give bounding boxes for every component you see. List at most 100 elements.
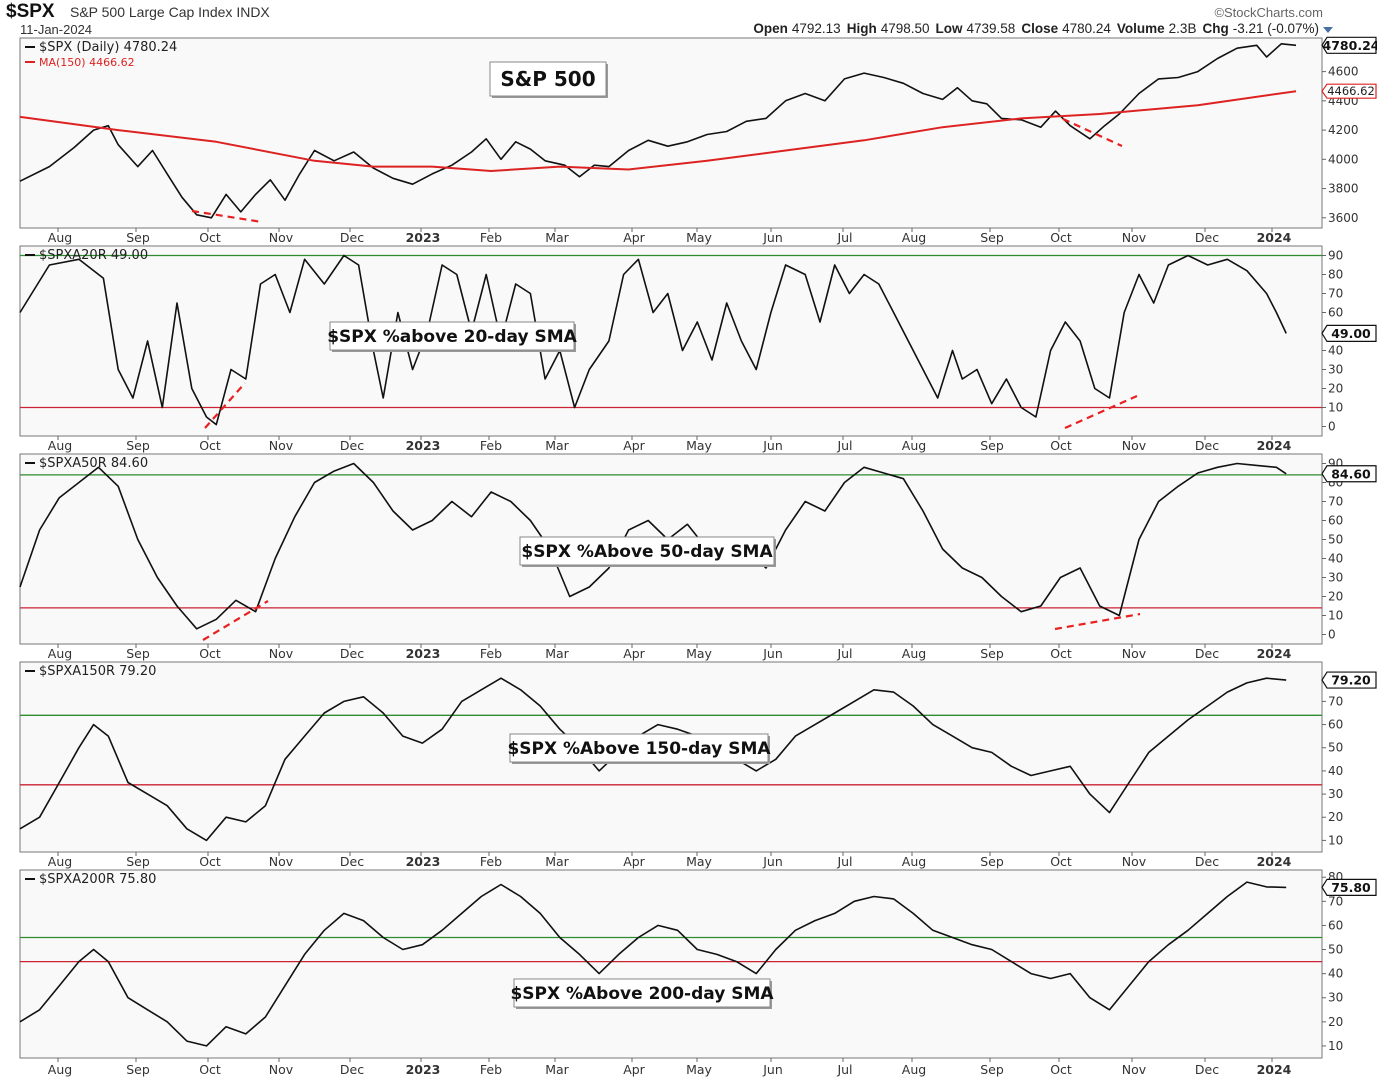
y-tick-label: 4600 <box>1328 65 1359 79</box>
y-tick-label: 30 <box>1328 787 1343 801</box>
ohlc-label-low: Low <box>935 21 963 36</box>
series-line <box>19 677 1287 842</box>
index-name: S&P 500 Large Cap Index INDX <box>70 4 270 20</box>
y-tick-label: 10 <box>1328 1039 1343 1053</box>
x-tick-label: Feb <box>480 1062 502 1077</box>
x-tick-label: Dec <box>1195 1062 1219 1077</box>
x-tick-label: Sep <box>126 438 150 453</box>
x-tick-label: Jul <box>836 438 852 453</box>
x-tick-label: Jul <box>836 230 852 245</box>
x-tick-label: 2023 <box>406 230 441 245</box>
ohlc-value-chg: -3.21 (-0.07%) <box>1232 21 1319 36</box>
x-tick-label: Aug <box>902 1062 926 1077</box>
x-tick-label: Oct <box>1050 1062 1072 1077</box>
x-tick-label: May <box>686 438 712 453</box>
x-tick-label: Oct <box>199 230 221 245</box>
x-tick-label: Sep <box>126 1062 150 1077</box>
y-tick-label: 90 <box>1328 249 1343 263</box>
x-tick-label: Dec <box>1195 230 1219 245</box>
chg-dropdown-icon[interactable] <box>1323 27 1333 33</box>
ohlc-label-volume: Volume <box>1116 21 1165 36</box>
ohlc-value-high: 4798.50 <box>880 21 930 36</box>
legend-entry: $SPXA150R 79.20 <box>39 664 156 679</box>
y-tick-label: 4000 <box>1328 152 1359 166</box>
ma150-line <box>19 90 1297 172</box>
series-line <box>19 254 1287 426</box>
x-tick-label: Mar <box>545 1062 569 1077</box>
x-tick-label: Mar <box>545 646 569 661</box>
trend-annotation-line <box>1054 612 1141 631</box>
y-tick-label: 30 <box>1328 571 1343 585</box>
ohlc-label-chg: Chg <box>1202 21 1229 36</box>
y-tick-label: 3800 <box>1328 182 1359 196</box>
y-tick-label: 60 <box>1328 514 1343 528</box>
x-tick-label: Dec <box>340 646 364 661</box>
trend-annotation-line <box>202 600 269 641</box>
x-tick-label: Dec <box>340 854 364 869</box>
y-tick-label: 50 <box>1328 943 1343 957</box>
last-value-label: 4780.24 <box>1323 38 1377 53</box>
last-value-box <box>1321 324 1377 342</box>
y-tick-label: 20 <box>1328 382 1343 396</box>
brand-watermark: ©StockCharts.com <box>1214 5 1323 20</box>
ohlc-label-close: Close <box>1021 21 1059 36</box>
x-tick-label: Oct <box>199 854 221 869</box>
x-tick-label: Dec <box>1195 854 1219 869</box>
annotation-label: $SPX %above 20-day SMA <box>327 327 577 347</box>
index-name-text: S&P 500 Large Cap Index <box>70 4 233 20</box>
y-tick-label: 70 <box>1328 287 1343 301</box>
last-value-box <box>1321 878 1377 896</box>
x-tick-label: Dec <box>1195 438 1219 453</box>
x-tick-label: Feb <box>480 854 502 869</box>
y-tick-label: 10 <box>1328 401 1343 415</box>
x-tick-label: Nov <box>1122 646 1147 661</box>
x-tick-label: Apr <box>623 646 645 661</box>
trend-annotation-line <box>1064 394 1138 430</box>
ohlc-label-high: High <box>846 21 877 36</box>
annotation-box <box>509 733 769 763</box>
y-tick-label: 20 <box>1328 810 1343 824</box>
x-tick-label: Oct <box>1050 646 1072 661</box>
x-tick-label: Apr <box>623 1062 645 1077</box>
x-tick-label: Jun <box>762 230 783 245</box>
x-tick-label: Oct <box>199 646 221 661</box>
x-tick-label: Apr <box>623 854 645 869</box>
y-tick-label: 0 <box>1328 420 1336 434</box>
ohlc-value-open: 4792.13 <box>791 21 841 36</box>
x-tick-label: Nov <box>269 854 294 869</box>
x-tick-label: Jul <box>836 646 852 661</box>
x-tick-label: Jun <box>762 646 783 661</box>
legend-entry: $SPXA20R 49.00 <box>39 248 148 263</box>
x-tick-label: Jun <box>762 1062 783 1077</box>
y-tick-label: 30 <box>1328 991 1343 1005</box>
x-tick-label: Oct <box>199 438 221 453</box>
x-tick-label: May <box>686 230 712 245</box>
x-tick-label: Apr <box>623 438 645 453</box>
y-tick-label: 4200 <box>1328 123 1359 137</box>
ma-value-label: 4466.62 <box>1327 84 1375 98</box>
y-tick-label: 40 <box>1328 764 1343 778</box>
x-tick-label: Nov <box>1122 438 1147 453</box>
series-line <box>19 42 1297 219</box>
y-tick-label: 70 <box>1328 495 1343 509</box>
x-tick-label: Aug <box>902 230 926 245</box>
panel-frame <box>19 869 1323 1059</box>
x-tick-label: Aug <box>48 438 72 453</box>
x-tick-label: 2024 <box>1257 854 1292 869</box>
x-tick-label: May <box>686 646 712 661</box>
last-value-box <box>1321 671 1377 689</box>
x-tick-label: Sep <box>980 230 1004 245</box>
panel-frame <box>19 37 1323 229</box>
ma-value-tag: 4466.62 <box>1321 83 1377 99</box>
y-tick-label: 70 <box>1328 894 1343 908</box>
x-tick-label: Nov <box>1122 854 1147 869</box>
y-tick-label: 30 <box>1328 363 1343 377</box>
x-tick-label: May <box>686 1062 712 1077</box>
annotation-box <box>329 321 575 351</box>
x-tick-label: Oct <box>1050 230 1072 245</box>
x-tick-label: 2024 <box>1257 1062 1292 1077</box>
